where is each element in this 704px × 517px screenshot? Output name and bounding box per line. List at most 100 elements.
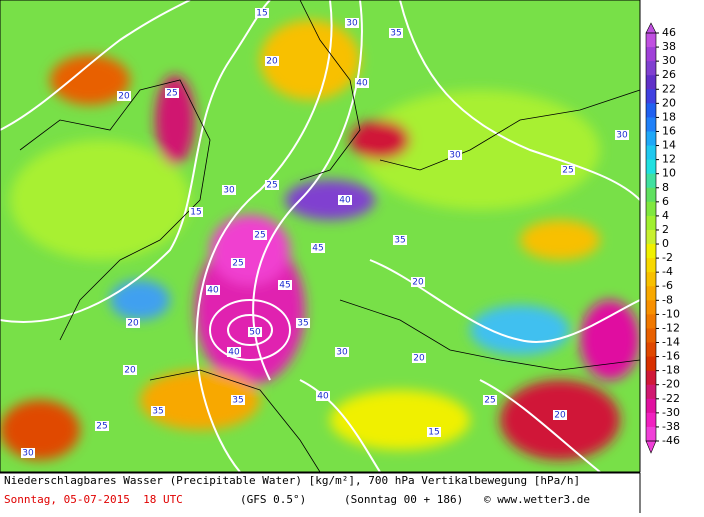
- contour-label-box: [265, 180, 279, 190]
- footer-credit: © www.wetter3.de: [484, 493, 590, 506]
- contour-label-box: [21, 448, 35, 458]
- colorbar-segment: [646, 426, 656, 442]
- colorbar-label: -2: [662, 251, 673, 264]
- contour-label-box: [553, 410, 567, 420]
- contour-label-box: [311, 243, 325, 253]
- colorbar-segment: [646, 328, 656, 344]
- colorbar-segment: [646, 75, 656, 90]
- colorbar-label: -46: [662, 434, 680, 447]
- contour-label-box: [296, 318, 310, 328]
- contour-label-box: [151, 406, 165, 416]
- contour-label: 20: [266, 57, 278, 67]
- colorbar-segment: [646, 103, 656, 118]
- contour-label-box: [123, 365, 137, 375]
- colorbar-label: 6: [662, 195, 669, 208]
- colorbar-label: 30: [662, 54, 676, 67]
- contour-label-box: [222, 185, 236, 195]
- contour-label-box: [278, 280, 292, 290]
- contour-label-box: [165, 88, 179, 98]
- colorbar-segment: [646, 342, 656, 358]
- map: 15 20 25 30 35 40 45 50 40 35 30 25 20 25 30 35 40 45 40 35…: [0, 0, 640, 472]
- contour-label: 20: [412, 278, 424, 288]
- colorbar-label: -38: [662, 420, 680, 433]
- contour-label: 40: [317, 392, 329, 402]
- contour-label-box: [561, 165, 575, 175]
- contour-label: 25: [484, 396, 495, 406]
- contour-label-box: [255, 8, 269, 18]
- contour-label-box: [338, 195, 352, 205]
- colorbar-label: -20: [662, 378, 680, 391]
- contour-label-box: [189, 207, 203, 217]
- colorbar-label: 26: [662, 68, 676, 81]
- colorbar-segment: [646, 61, 656, 76]
- contour-label: 40: [339, 196, 351, 206]
- colorbar-segment: [646, 215, 656, 231]
- contour-label: 25: [562, 166, 573, 176]
- contour-label: 30: [223, 186, 235, 196]
- contour-label: 25: [166, 89, 177, 99]
- colorbar-segment: [646, 145, 656, 161]
- contour-label-box: [227, 347, 241, 357]
- contour-label-box: [412, 353, 426, 363]
- contour-label: 35: [390, 29, 401, 39]
- contour-label-box: [448, 150, 462, 160]
- colorbar-label: -4: [662, 265, 673, 278]
- contour-label: 40: [207, 286, 219, 296]
- colorbar-label: -22: [662, 392, 680, 405]
- colorbar-segment: [646, 159, 656, 175]
- colorbar-label: -30: [662, 406, 680, 419]
- colorbar-segment: [646, 33, 656, 48]
- contour-label: 30: [346, 19, 358, 29]
- colorbar-label: 38: [662, 40, 676, 53]
- footer-model: (GFS 0.5°): [240, 493, 306, 506]
- colorbar-label: -16: [662, 350, 680, 363]
- contour-label-box: [126, 318, 140, 328]
- contour-label: 30: [22, 449, 34, 459]
- colorbar-label: 2: [662, 223, 669, 236]
- colorbar-segment: [646, 356, 656, 372]
- colorbar-label: -12: [662, 321, 680, 334]
- colorbar-segment: [646, 131, 656, 147]
- contour-label: 20: [118, 92, 130, 102]
- colorbar-segment: [646, 201, 656, 217]
- colorbar-label: -6: [662, 279, 673, 292]
- contour-label: 45: [312, 244, 323, 254]
- contour-label: 35: [394, 236, 405, 246]
- contour-label-box: [427, 427, 441, 437]
- colorbar-label: 8: [662, 181, 669, 194]
- contour-label: 35: [297, 319, 308, 329]
- contour-label: 15: [190, 208, 201, 218]
- colorbar-segment: [646, 187, 656, 203]
- footer-title: Niederschlagbares Wasser (Precipitable W…: [4, 474, 580, 487]
- contour-label: 35: [152, 407, 163, 417]
- colorbar-cap: [645, 22, 657, 34]
- contour-label-box: [231, 395, 245, 405]
- contour-label-box: [206, 285, 220, 295]
- colorbar-segment: [646, 47, 656, 62]
- contour-label-box: [483, 395, 497, 405]
- colorbar-label: -14: [662, 336, 680, 349]
- contour-label: 30: [616, 131, 628, 141]
- footer-run: (Sonntag 00 + 186): [344, 493, 463, 506]
- colorbar-label: 18: [662, 110, 676, 123]
- colorbar-label: 0: [662, 237, 669, 250]
- contour-label: 50: [249, 328, 261, 338]
- contour-label: 25: [232, 259, 243, 269]
- colorbar-cap: [645, 440, 657, 454]
- colorbar-segment: [646, 300, 656, 315]
- colorbar-label: 12: [662, 153, 676, 166]
- contour-label-box: [253, 230, 267, 240]
- colorbar-label: -18: [662, 364, 680, 377]
- colorbar-label: 20: [662, 96, 676, 109]
- contour-label: 35: [232, 396, 243, 406]
- contour-label: 25: [254, 231, 265, 241]
- contour-label-box: [615, 130, 629, 140]
- colorbar-label: 16: [662, 124, 676, 137]
- colorbar-segment: [646, 258, 656, 273]
- contour-label-box: [248, 327, 262, 337]
- contour-label: 25: [266, 181, 277, 191]
- colorbar-segment: [646, 384, 656, 400]
- contour-label: 40: [356, 79, 368, 89]
- colorbar-segment: [646, 412, 656, 428]
